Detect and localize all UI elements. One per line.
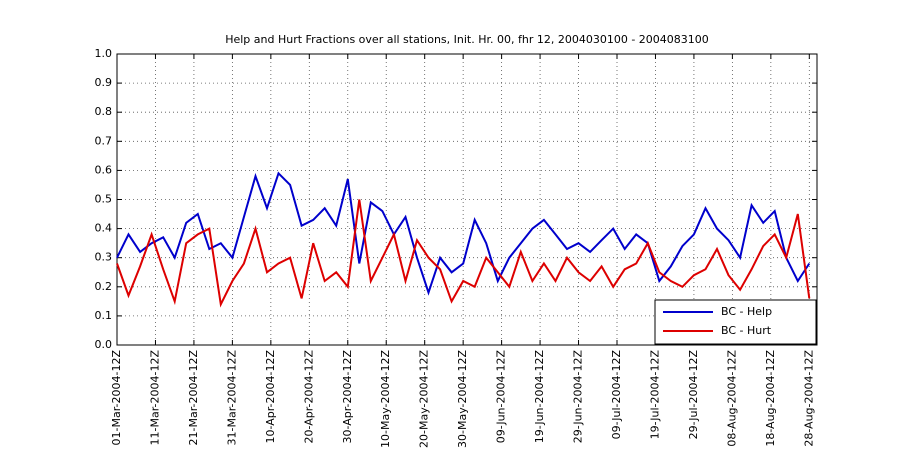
x-tick-label: 20-Apr-2004-12Z: [302, 350, 315, 444]
axes-box: [116, 53, 818, 346]
y-tick-label: 0.6: [95, 163, 113, 176]
y-tick-label: 0.8: [95, 105, 113, 118]
data-line: [116, 199, 811, 308]
x-tick-label: 30-Apr-2004-12Z: [341, 350, 354, 444]
x-tick-label: 29-Jun-2004-12Z: [572, 350, 585, 444]
y-tick-label: 0.3: [95, 251, 113, 264]
x-tick-label: 19-Jun-2004-12Z: [533, 350, 546, 444]
y-tick-label: 0.2: [95, 280, 113, 293]
x-tick-label: 09-Jun-2004-12Z: [495, 350, 508, 444]
x-tick-label: 19-Jul-2004-12Z: [648, 350, 661, 440]
y-tick-label: 0.1: [95, 309, 113, 322]
x-tick-label: 18-Aug-2004-12Z: [764, 350, 777, 447]
x-tick-label: 09-Jul-2004-12Z: [610, 350, 623, 440]
x-tick-label: 20-May-2004-12Z: [418, 350, 431, 448]
x-tick-label: 10-May-2004-12Z: [379, 350, 392, 448]
x-tick-label: 11-Mar-2004-12Z: [148, 350, 161, 446]
legend-label: BC - Hurt: [721, 324, 772, 337]
x-tick-label: 28-Aug-2004-12Z: [802, 350, 815, 447]
y-tick-label: 0.4: [95, 222, 113, 235]
x-tick-label: 08-Aug-2004-12Z: [725, 350, 738, 447]
y-tick-label: 0.7: [95, 134, 113, 147]
y-tick-label: 1.0: [95, 47, 113, 60]
x-tick-label: 10-Apr-2004-12Z: [264, 350, 277, 444]
legend-label: BC - Help: [721, 305, 772, 318]
legend-box: [654, 299, 817, 345]
y-tick-label: 0.9: [95, 76, 113, 89]
y-tick-label: 0.5: [95, 193, 113, 206]
y-tick-label: 0.0: [95, 338, 113, 351]
x-tick-label: 29-Jul-2004-12Z: [687, 350, 700, 440]
chart-title: Help and Hurt Fractions over all station…: [225, 33, 709, 46]
x-tick-label: 31-Mar-2004-12Z: [225, 350, 238, 446]
x-tick-label: 01-Mar-2004-12Z: [110, 350, 123, 446]
x-tick-label: 21-Mar-2004-12Z: [187, 350, 200, 446]
x-tick-label: 30-May-2004-12Z: [456, 350, 469, 448]
data-line: [116, 171, 811, 296]
